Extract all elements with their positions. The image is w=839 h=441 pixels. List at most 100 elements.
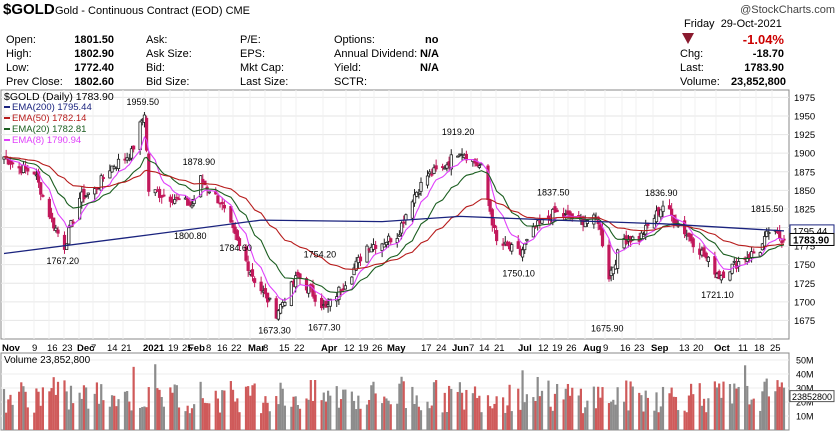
candle-body [659,209,663,218]
x-tick-label: 18 [754,343,765,354]
candle-body [235,230,239,241]
volume-bar [20,382,23,430]
candle-body [263,288,268,295]
down-arrow-icon [682,33,694,44]
candle-body [86,192,90,195]
candle-body [71,221,75,224]
volume-bar [597,386,600,430]
volume-bar [268,411,271,430]
volume-bar [65,391,68,430]
x-tick-label: 7 [469,343,474,354]
volume-bar [735,388,738,430]
volume-bar [311,400,315,430]
volume-bar [175,385,178,430]
volume-bar [244,386,248,430]
y-tick-label: 1825 [794,204,815,215]
volume-bar [214,390,217,430]
volume-bar [480,412,483,430]
volume-bar [731,403,734,430]
volume-bar [283,405,286,430]
volume-bar [549,406,552,430]
volume-bar [193,404,196,430]
candle-body [425,175,430,186]
candle-body [101,177,105,179]
y-tick-label: 1875 [794,167,815,178]
x-tick-label: Nov [2,343,21,354]
x-tick-label: 22 [231,343,242,354]
volume-bar [571,387,574,430]
candle-body [173,199,177,204]
candle-body [523,243,527,251]
volume-bar [292,396,295,430]
x-tick-label: 12 [538,343,549,354]
pe-label: P/E: [240,34,261,46]
volume-bar [493,403,496,430]
legend-entry: EMA(50) 1782.14 [12,113,86,124]
volume-bar [601,387,604,430]
volume-bar [415,395,418,430]
volume-bar [309,380,312,430]
ema200-line [3,215,785,255]
candle-body [108,170,112,179]
volume-bar [110,395,114,430]
x-tick-label: 7 [91,343,96,354]
volume-bar [661,386,665,430]
volume-bar [383,396,386,430]
volume-bar [778,386,781,430]
y-tick-label: 1675 [794,316,815,327]
change-value: -18.70 [752,48,784,60]
volume-bar [56,381,60,430]
x-tick-label: Sep [651,343,669,354]
candle-body [780,240,784,244]
volume-bar [307,399,310,430]
volume-bar [625,380,628,430]
volume-bar [117,399,120,430]
volume-bar [450,388,453,430]
volume-bar [551,410,554,430]
volume-bar [478,395,481,430]
volume-bar [720,397,723,430]
candle-body [147,153,151,192]
candle-body [168,196,172,202]
volume-bar [95,382,99,430]
volume-bar [677,410,680,430]
brand-logo[interactable]: @StockCharts.com [740,4,835,16]
candle-body [661,205,665,212]
x-tick-label: 2021 [143,343,165,354]
volume-bar [314,379,317,430]
x-tick-label: 19 [552,343,563,354]
volume-bar [234,401,237,430]
volume-bar [705,412,708,430]
candle-body [441,166,445,168]
volume-bar [532,397,535,430]
volume-bar [562,399,565,430]
candle-body [268,297,272,300]
volume-bar [177,407,181,430]
candle-body [767,232,771,234]
x-tick-label: 16 [47,343,58,354]
volume-bar [599,397,602,430]
volume-bar [337,407,341,430]
pct-change: -1.04% [742,32,784,47]
candle-body [69,220,73,228]
x-tick-label: 11 [738,343,748,354]
volume-bar [471,393,474,430]
volume-bar [203,402,207,430]
ema20-line [3,156,785,293]
candle-body [127,158,131,161]
candle-body [354,260,358,271]
volume-bar [728,384,732,430]
volume-bar [540,390,544,430]
volume-bar [689,383,693,430]
volume-bar [139,407,142,430]
volume-bar [411,386,414,430]
candle-body [728,271,732,281]
candle-body [384,241,389,246]
x-tick-label: Jul [518,343,532,354]
volume-bar [521,370,524,430]
volume-bar [579,388,582,430]
volume-bar [123,391,127,430]
volume-bar [456,391,459,430]
candle-body [84,195,88,197]
